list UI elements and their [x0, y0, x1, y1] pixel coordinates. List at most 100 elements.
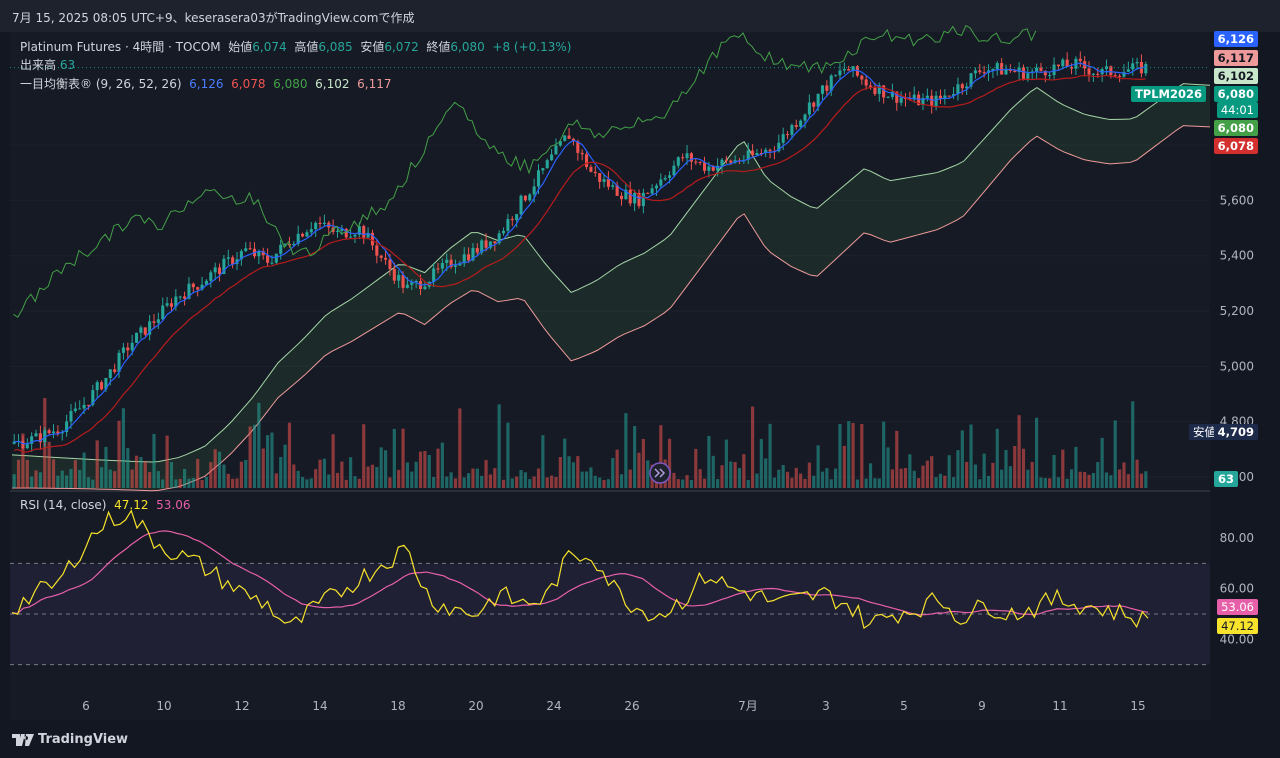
candle-body	[117, 352, 121, 372]
candle-body	[344, 228, 348, 238]
volume-bar	[38, 472, 42, 488]
candle-body	[296, 233, 300, 244]
chart-caption: 7月 15, 2025 08:05 UTC+9、keserasera03がTra…	[12, 11, 415, 25]
candle-body	[497, 233, 501, 244]
candle-body	[134, 332, 139, 343]
candle-body	[471, 247, 475, 261]
candle-body	[410, 282, 414, 285]
volume-bar	[497, 404, 501, 488]
candle-body	[847, 68, 851, 71]
volume-bar	[187, 478, 191, 488]
candle-body	[956, 84, 960, 95]
candle-body	[502, 230, 506, 234]
volume-bar	[633, 426, 637, 488]
volume-bar	[383, 450, 388, 488]
volume-bar	[1043, 478, 1047, 488]
ichimoku-chikou-value: 6,080	[273, 77, 308, 91]
tag-rsi: 47.12	[1217, 618, 1258, 634]
volume-bar	[222, 464, 226, 488]
volume-bar	[340, 461, 344, 488]
footer-bar	[0, 720, 1280, 758]
volume-bar	[231, 478, 235, 488]
legend-ohlc: Platinum Futures · 4時間 · TOCOM 始値6,074 高…	[20, 38, 571, 55]
candle-body	[768, 149, 772, 152]
candle-body	[1109, 66, 1113, 76]
time-tick-label: 12	[234, 699, 249, 713]
candle-body	[851, 66, 855, 71]
volume-bar	[471, 468, 475, 488]
volume-bar	[82, 452, 86, 488]
candle-body	[965, 86, 969, 89]
volume-bar	[506, 422, 510, 488]
volume-bar	[825, 468, 829, 488]
volume-bar	[56, 475, 60, 488]
scroll-to-realtime-arrow	[654, 468, 666, 478]
volume-bar	[851, 422, 855, 488]
candle-body	[440, 262, 444, 269]
candle-body	[960, 84, 964, 89]
volume-bar	[729, 461, 733, 488]
volume-bar	[515, 476, 519, 488]
volume-bar	[912, 470, 916, 488]
volume-bar	[956, 450, 960, 488]
volume-bar	[790, 477, 794, 488]
tag-low-label: 安値	[1189, 424, 1220, 440]
volume-bar	[51, 459, 56, 488]
candle-body	[449, 259, 453, 267]
candle-body	[1026, 73, 1030, 79]
candle-body	[480, 240, 484, 253]
volume-bar	[357, 478, 361, 488]
candle-body	[938, 95, 942, 99]
candle-body	[676, 157, 680, 166]
candle-body	[702, 162, 707, 171]
volume-bar	[183, 468, 187, 488]
open-label: 始値	[228, 40, 253, 54]
legend-symbol[interactable]: Platinum Futures · 4時間 · TOCOM	[20, 40, 221, 54]
volume-bar	[523, 472, 527, 488]
time-tick-label: 14	[312, 699, 327, 713]
volume-bar	[418, 451, 423, 488]
tag-kijun: 6,078	[1213, 138, 1258, 154]
volume-bar	[239, 461, 243, 488]
volume-bar	[571, 462, 576, 488]
candle-body	[995, 63, 999, 69]
volume-bar	[414, 461, 418, 488]
candle-body	[69, 410, 73, 422]
volume-bar	[305, 479, 309, 488]
low-label: 安値	[360, 40, 385, 54]
candle-body	[65, 421, 69, 433]
candle-body	[563, 135, 567, 142]
volume-bar	[855, 479, 860, 488]
ichimoku-label[interactable]: 一目均衡表® (9, 26, 52, 26)	[20, 77, 182, 91]
candle-body	[279, 244, 283, 254]
volume-bar	[209, 462, 213, 488]
candle-body	[314, 222, 318, 230]
volume-bar	[589, 467, 593, 488]
volume-label[interactable]: 出来高	[20, 58, 57, 72]
candle-body	[777, 142, 781, 152]
candle-body	[1043, 70, 1047, 76]
tradingview-logo[interactable]: TradingView	[12, 732, 128, 747]
volume-bar	[602, 479, 606, 488]
candle-body	[196, 287, 200, 290]
rsi-tick-label: 60.00	[1220, 582, 1254, 596]
candle-body	[82, 404, 86, 409]
volume-bar	[528, 479, 532, 488]
price-chart[interactable]: 5,8005,6005,4005,2005,0004,8004,60080.00…	[0, 0, 1280, 720]
candle-body	[554, 145, 558, 155]
candle-body	[108, 369, 112, 378]
rsi-tick-label: 80.00	[1220, 531, 1254, 545]
chart-frame	[10, 32, 1210, 720]
volume-bar	[65, 475, 69, 488]
candle-body	[536, 170, 541, 187]
candle-body	[283, 243, 287, 245]
candle-body	[47, 430, 51, 434]
candle-body	[436, 268, 440, 270]
candle-body	[340, 228, 344, 231]
tradingview-brand: TradingView	[38, 732, 129, 747]
volume-bar	[30, 476, 34, 488]
volume-bar	[318, 459, 322, 488]
rsi-label[interactable]: RSI (14, close)	[20, 498, 107, 512]
candle-body	[1126, 69, 1130, 72]
candle-body	[580, 152, 584, 155]
